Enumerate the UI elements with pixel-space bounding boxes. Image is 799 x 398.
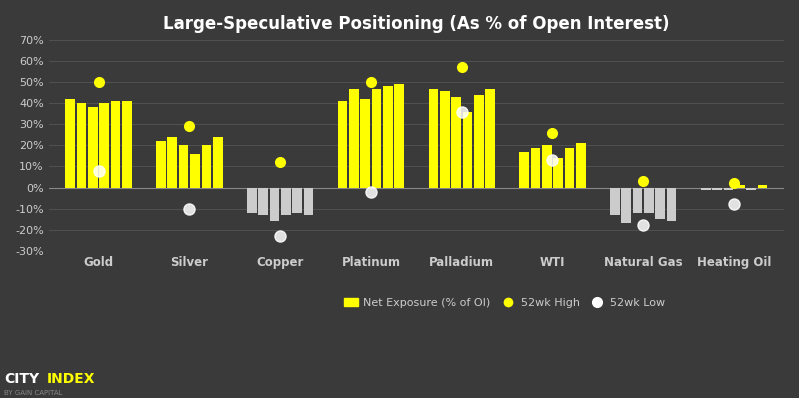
Title: Large-Speculative Positioning (As % of Open Interest): Large-Speculative Positioning (As % of O…: [163, 15, 670, 33]
Bar: [360, 99, 370, 187]
Bar: [474, 95, 483, 187]
Bar: [269, 187, 280, 221]
Bar: [610, 187, 620, 215]
Bar: [156, 141, 165, 187]
Bar: [542, 145, 551, 187]
Bar: [757, 185, 767, 187]
Bar: [304, 187, 313, 215]
Bar: [440, 91, 450, 187]
Bar: [338, 101, 348, 187]
Bar: [349, 88, 359, 187]
Bar: [622, 187, 631, 223]
Bar: [168, 137, 177, 187]
Bar: [576, 143, 586, 187]
Bar: [179, 145, 189, 187]
Bar: [554, 158, 563, 187]
Text: INDEX: INDEX: [46, 372, 95, 386]
Bar: [281, 187, 291, 215]
Text: CITY: CITY: [4, 372, 39, 386]
Bar: [88, 107, 97, 187]
Bar: [463, 112, 472, 187]
Bar: [633, 187, 642, 213]
Legend: Net Exposure (% of OI), 52wk High, 52wk Low: Net Exposure (% of OI), 52wk High, 52wk …: [340, 294, 669, 312]
Bar: [372, 88, 381, 187]
Bar: [746, 187, 756, 189]
Bar: [451, 97, 461, 187]
Bar: [122, 101, 132, 187]
Text: BY GAIN CAPITAL: BY GAIN CAPITAL: [4, 390, 62, 396]
Bar: [292, 187, 302, 213]
Bar: [258, 187, 268, 215]
Bar: [531, 148, 540, 187]
Bar: [724, 187, 733, 189]
Bar: [77, 103, 86, 187]
Bar: [111, 101, 121, 187]
Bar: [667, 187, 677, 221]
Bar: [655, 187, 665, 219]
Bar: [66, 99, 75, 187]
Bar: [712, 187, 721, 189]
Bar: [383, 86, 393, 187]
Bar: [201, 145, 211, 187]
Bar: [519, 152, 529, 187]
Bar: [565, 148, 574, 187]
Bar: [485, 88, 495, 187]
Bar: [247, 187, 256, 213]
Bar: [190, 154, 200, 187]
Bar: [735, 185, 745, 187]
Bar: [99, 103, 109, 187]
Bar: [701, 187, 710, 189]
Bar: [213, 137, 223, 187]
Bar: [395, 84, 404, 187]
Bar: [644, 187, 654, 213]
Bar: [428, 88, 438, 187]
